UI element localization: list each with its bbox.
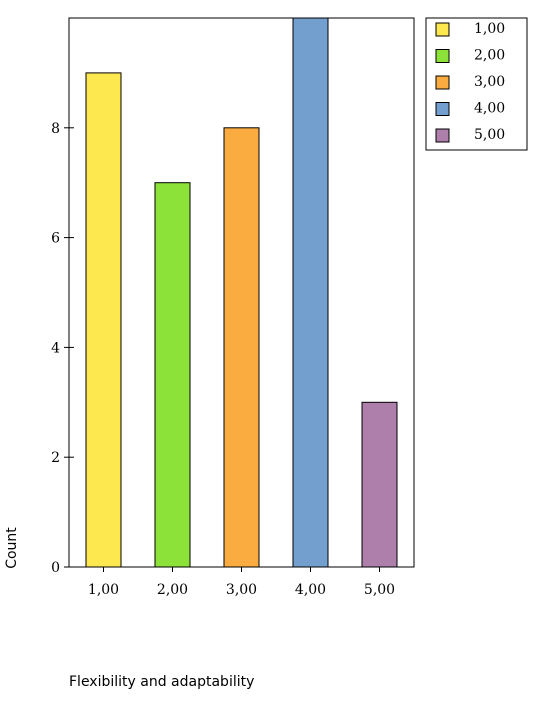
- y-axis: 0 2 4 6 8: [51, 121, 74, 576]
- legend-label-5: 5,00: [474, 127, 505, 143]
- legend-label-1: 1,00: [474, 21, 505, 37]
- legend-label-3: 3,00: [474, 74, 505, 90]
- x-tick-label-1: 1,00: [88, 582, 119, 598]
- bar-2: [154, 182, 191, 568]
- bars-group: [85, 17, 398, 568]
- x-tick-label-4: 4,00: [295, 582, 326, 598]
- legend-swatch-1: [435, 22, 450, 37]
- x-tick-label-5: 5,00: [364, 582, 395, 598]
- x-tick-label-3: 3,00: [226, 582, 257, 598]
- y-axis-title: Count: [4, 527, 20, 569]
- x-axis: 1,00 2,00 3,00 4,00 5,00: [88, 567, 395, 598]
- y-tick-label-8: 8: [51, 121, 60, 137]
- legend-swatch-4: [435, 102, 450, 116]
- bar-1: [85, 72, 122, 568]
- bar-3: [223, 127, 260, 568]
- bar-4: [292, 17, 329, 568]
- bar-5: [361, 401, 398, 568]
- y-tick-label-0: 0: [51, 560, 60, 576]
- legend-label-4: 4,00: [474, 101, 505, 117]
- legend-swatch-3: [435, 75, 450, 90]
- y-tick-label-6: 6: [51, 231, 60, 247]
- y-tick-label-4: 4: [51, 340, 60, 356]
- legend-label-2: 2,00: [474, 48, 505, 64]
- y-tick-label-2: 2: [51, 450, 60, 466]
- legend-swatch-5: [435, 128, 450, 143]
- x-tick-label-2: 2,00: [157, 582, 188, 598]
- legend: 1,00 2,00 3,00 4,00 5,00: [425, 17, 528, 151]
- x-axis-title: Flexibility and adaptability: [69, 674, 254, 690]
- legend-swatch-2: [435, 49, 450, 63]
